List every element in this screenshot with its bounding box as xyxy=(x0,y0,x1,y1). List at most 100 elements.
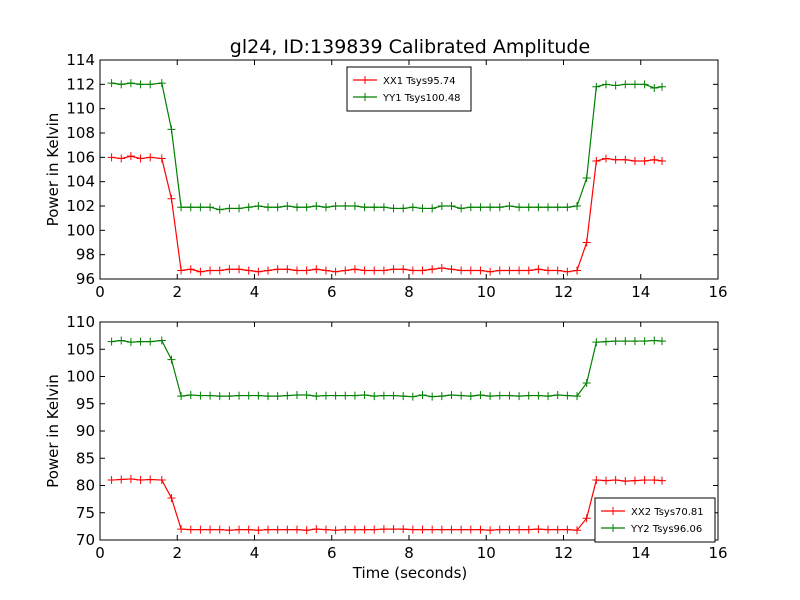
bottom-data-point xyxy=(273,525,282,534)
top-data-point xyxy=(621,155,630,164)
bottom-data-point xyxy=(167,494,176,503)
bottom-data-point xyxy=(264,525,273,534)
top-data-point xyxy=(534,265,543,274)
top-data-point xyxy=(341,202,350,210)
top-data-point xyxy=(312,265,321,274)
top-data-point xyxy=(601,154,610,163)
bottom-data-point xyxy=(399,525,408,534)
bottom-data-point xyxy=(350,391,359,400)
bottom-data-point xyxy=(630,337,639,346)
bottom-data-point xyxy=(157,336,166,345)
top-data-point xyxy=(630,80,639,89)
bottom-x-tick-label: 4 xyxy=(250,544,260,562)
bottom-data-point xyxy=(186,391,195,400)
bottom-data-point xyxy=(573,392,582,401)
top-data-point xyxy=(592,82,601,91)
top-data-point xyxy=(167,194,176,203)
bottom-y-axis-label: Power in Kelvin xyxy=(44,374,62,488)
bottom-data-point xyxy=(264,392,273,401)
top-x-tick-label: 12 xyxy=(554,283,573,301)
bottom-data-point xyxy=(341,391,350,400)
top-data-point xyxy=(582,238,591,247)
bottom-data-point xyxy=(486,526,495,535)
bottom-y-tick-label: 75 xyxy=(76,504,95,522)
bottom-data-point xyxy=(437,525,446,534)
top-x-tick-label: 10 xyxy=(477,283,496,301)
bottom-data-point xyxy=(283,391,292,400)
bottom-data-point xyxy=(515,392,524,401)
bottom-data-point xyxy=(457,391,466,400)
bottom-data-point xyxy=(457,525,466,534)
bottom-data-point xyxy=(146,475,155,484)
top-data-point xyxy=(505,266,514,275)
top-data-point xyxy=(428,204,437,213)
top-data-point xyxy=(544,203,553,212)
bottom-data-point xyxy=(466,392,475,401)
top-data-point xyxy=(235,265,244,274)
bottom-data-point xyxy=(601,337,610,346)
bottom-data-point xyxy=(254,391,263,400)
bottom-data-point xyxy=(196,525,205,534)
bottom-data-point xyxy=(331,391,340,400)
bottom-data-point xyxy=(235,525,244,534)
top-data-point xyxy=(428,265,437,274)
bottom-data-point xyxy=(601,476,610,485)
bottom-data-point xyxy=(273,392,282,401)
bottom-data-point xyxy=(292,391,301,400)
top-data-point xyxy=(302,203,311,212)
top-data-point xyxy=(206,266,215,275)
bottom-data-point xyxy=(215,525,224,534)
top-data-point xyxy=(582,174,591,183)
bottom-data-point xyxy=(312,525,321,534)
bottom-legend-box xyxy=(594,497,716,543)
top-data-point xyxy=(553,266,562,275)
top-data-point xyxy=(254,202,263,210)
top-data-point xyxy=(292,266,301,275)
bottom-data-point xyxy=(495,525,504,534)
bottom-data-point xyxy=(379,391,388,400)
bottom-data-point xyxy=(206,391,215,400)
top-data-point xyxy=(495,203,504,212)
top-data-point xyxy=(611,81,620,90)
bottom-data-point xyxy=(350,525,359,534)
bottom-data-point xyxy=(302,526,311,535)
bottom-data-point xyxy=(476,391,485,400)
top-data-point xyxy=(457,266,466,275)
top-data-point xyxy=(447,265,456,274)
top-data-point xyxy=(553,203,562,212)
top-data-point xyxy=(302,266,311,275)
top-x-tick-label: 2 xyxy=(172,283,182,301)
bottom-data-point xyxy=(254,526,263,535)
bottom-y-tick-label: 90 xyxy=(76,422,95,440)
bottom-data-point xyxy=(428,525,437,534)
bottom-data-point xyxy=(573,526,582,535)
bottom-data-point xyxy=(621,477,630,486)
top-data-point xyxy=(136,154,145,163)
bottom-data-point xyxy=(553,525,562,534)
bottom-data-point xyxy=(553,391,562,400)
bottom-data-point xyxy=(418,525,427,534)
bottom-x-tick-label: 2 xyxy=(172,544,182,562)
top-y-tick-label: 98 xyxy=(76,246,95,264)
top-data-point xyxy=(206,203,215,212)
top-data-point xyxy=(524,203,533,212)
top-data-point xyxy=(107,153,116,162)
top-y-tick-label: 100 xyxy=(66,221,95,239)
top-data-point xyxy=(254,267,263,276)
top-data-point xyxy=(379,266,388,275)
bottom-data-point xyxy=(447,391,456,400)
chart-title: gl24, ID:139839 Calibrated Amplitude xyxy=(230,36,590,58)
top-data-point xyxy=(350,202,359,210)
top-data-point xyxy=(466,203,475,212)
bottom-legend-marker xyxy=(609,507,617,515)
top-data-point xyxy=(321,266,330,275)
top-data-point xyxy=(630,156,639,165)
top-data-point xyxy=(312,202,321,210)
bottom-data-point xyxy=(505,391,514,400)
bottom-subplot: 0 2 4 6 8 10 12 14 16 70 75 80 85 90 95 100 105 110 Power … xyxy=(44,313,728,562)
bottom-data-point xyxy=(495,391,504,400)
top-data-point xyxy=(370,266,379,275)
top-data-point xyxy=(505,202,514,210)
top-data-point xyxy=(350,265,359,274)
top-data-point xyxy=(534,203,543,212)
